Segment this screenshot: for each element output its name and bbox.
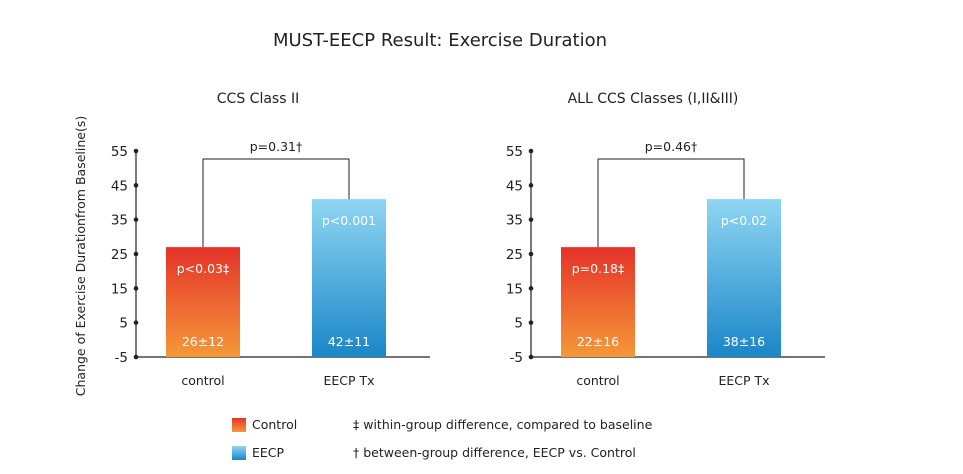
y-tick-label: 45 bbox=[111, 178, 128, 194]
legend-eecp-swatch bbox=[232, 446, 246, 460]
x-tick-label: control bbox=[576, 373, 619, 388]
bar-p-label: p<0.03‡ bbox=[177, 261, 230, 276]
y-tick-label: 55 bbox=[111, 144, 128, 160]
bracket-p-label: p=0.46† bbox=[645, 139, 698, 154]
chart-title: ALL CCS Classes (I,II&III) bbox=[568, 91, 739, 107]
y-tick-mark bbox=[528, 217, 534, 222]
y-tick-mark bbox=[133, 286, 139, 291]
y-tick-mark bbox=[528, 251, 534, 257]
bar-p-label: p=0.18‡ bbox=[572, 261, 625, 276]
between-group-note: † between-group difference, EECP vs. Con… bbox=[353, 445, 636, 460]
y-axis-label: Change of Exercise Durationfrom Baseline… bbox=[73, 116, 88, 396]
y-tick-mark bbox=[133, 217, 139, 222]
y-tick-mark bbox=[133, 148, 139, 154]
y-tick-mark bbox=[133, 354, 139, 360]
y-tick-label: 5 bbox=[119, 316, 128, 332]
chart-title: CCS Class II bbox=[217, 91, 299, 107]
y-tick-mark bbox=[133, 320, 139, 325]
bar-value-label: 26±12 bbox=[182, 334, 224, 349]
y-tick-mark bbox=[528, 286, 534, 291]
bar-value-label: 22±16 bbox=[577, 334, 619, 349]
y-tick-mark bbox=[528, 354, 534, 360]
x-tick-label: control bbox=[181, 373, 224, 388]
x-tick-label: EECP Tx bbox=[718, 373, 769, 388]
y-tick-label: 35 bbox=[506, 213, 523, 229]
bar bbox=[166, 247, 240, 357]
y-tick-label: 15 bbox=[111, 281, 128, 297]
x-tick-label: EECP Tx bbox=[323, 373, 374, 388]
y-tick-label: 45 bbox=[506, 178, 523, 194]
significance-bracket bbox=[202, 158, 350, 248]
y-tick-mark bbox=[528, 320, 534, 325]
main-title: MUST-EECP Result: Exercise Duration bbox=[272, 30, 608, 51]
bar-p-label: p<0.001 bbox=[322, 213, 376, 228]
y-tick-label: 35 bbox=[111, 213, 128, 229]
bar-value-label: 42±11 bbox=[328, 334, 370, 349]
y-tick-mark bbox=[528, 183, 534, 188]
y-tick-mark bbox=[133, 251, 139, 257]
significance-bracket bbox=[597, 158, 745, 248]
y-tick-label: -5 bbox=[510, 350, 523, 366]
legend-eecp-label: EECP bbox=[252, 445, 285, 460]
y-tick-label: 25 bbox=[506, 247, 523, 263]
y-tick-mark bbox=[133, 183, 139, 188]
legend-control-label: Control bbox=[252, 417, 298, 432]
legend-control-swatch bbox=[232, 418, 246, 432]
within-group-note: ‡ within-group difference, compared to b… bbox=[353, 417, 653, 432]
y-tick-label: -5 bbox=[115, 350, 128, 366]
y-tick-label: 55 bbox=[506, 144, 523, 160]
y-tick-mark bbox=[528, 148, 534, 154]
y-tick-label: 25 bbox=[111, 247, 128, 263]
bar-p-label: p<0.02 bbox=[721, 213, 767, 228]
bar bbox=[312, 199, 386, 357]
bar bbox=[561, 247, 635, 357]
bar-value-label: 38±16 bbox=[723, 334, 765, 349]
bracket-p-label: p=0.31† bbox=[250, 139, 303, 154]
y-tick-label: 5 bbox=[514, 316, 523, 332]
y-tick-label: 15 bbox=[506, 281, 523, 297]
bar bbox=[707, 199, 781, 357]
